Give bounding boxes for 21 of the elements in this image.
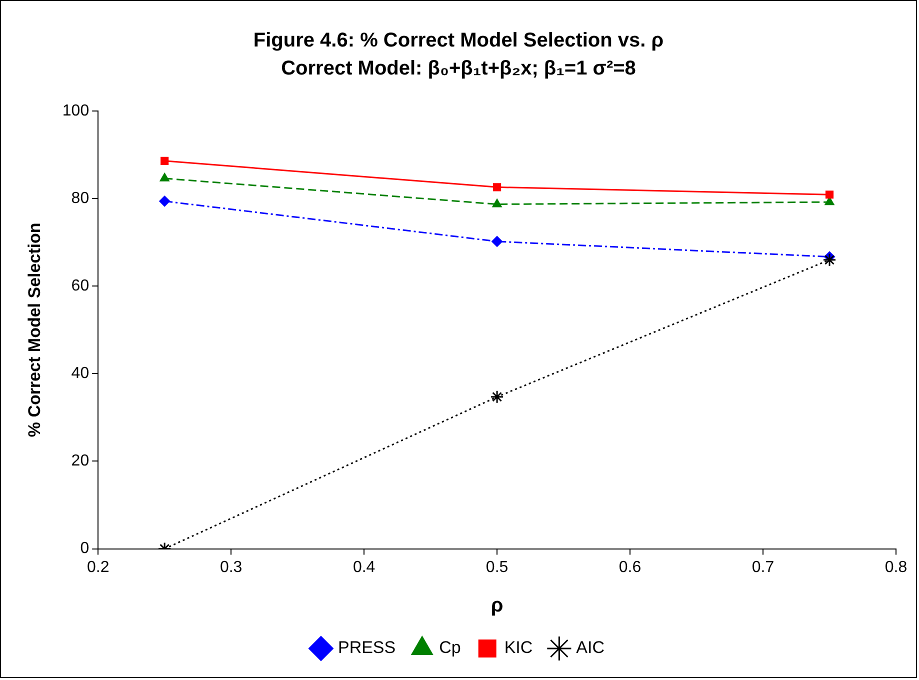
chart-subtitle: Correct Model: β₀+β₁t+β₂x; β₁=1 σ²=8 <box>281 58 636 80</box>
legend-label: KIC <box>504 638 533 658</box>
x-tick-label: 0.2 <box>86 558 110 576</box>
chart-title: Figure 4.6: % Correct Model Selection vs. ρ <box>253 30 664 52</box>
x-tick-label: 0.4 <box>352 558 376 576</box>
x-tick-label: 0.3 <box>220 558 242 576</box>
x-tick-label: 0.8 <box>884 558 908 576</box>
y-tick-label: 80 <box>71 190 90 207</box>
x-tick-label: 0.5 <box>486 558 508 576</box>
y-tick-label: 100 <box>62 102 90 120</box>
legend-label: PRESS <box>338 638 396 658</box>
legend-label: Cp <box>439 638 461 658</box>
y-tick-label: 0 <box>80 540 90 558</box>
y-tick-label: 60 <box>71 278 90 295</box>
y-axis-title: % Correct Model Selection <box>24 222 44 438</box>
y-tick-label: 20 <box>71 452 90 470</box>
y-tick-label: 40 <box>71 365 90 382</box>
legend-label: AIC <box>576 638 605 658</box>
x-axis-title: ρ <box>490 594 504 617</box>
x-tick-label: 0.7 <box>752 558 774 576</box>
x-tick-label: 0.6 <box>618 558 642 576</box>
